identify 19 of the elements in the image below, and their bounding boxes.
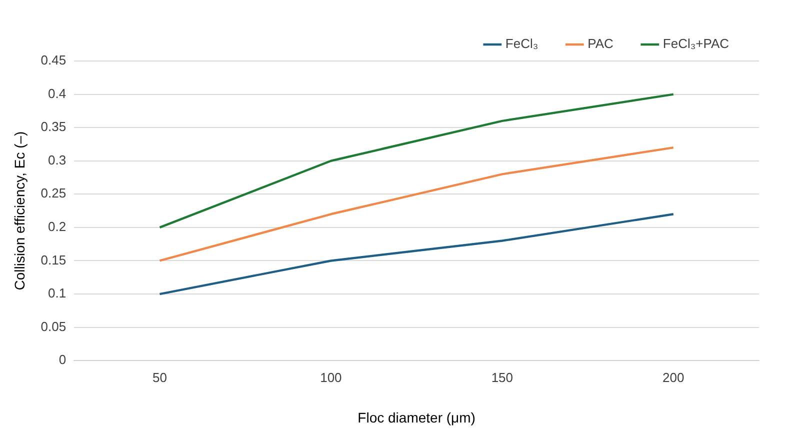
y-tick-label: 0.4: [48, 86, 66, 101]
x-axis-title: Floc diameter (μm): [358, 409, 476, 426]
x-tick-label: 100: [320, 370, 342, 385]
y-tick-label: 0.25: [40, 186, 66, 201]
y-tick-label: 0.05: [40, 318, 66, 334]
y-tick-label: 0.3: [48, 152, 66, 168]
y-tick-label: 0.35: [40, 119, 66, 134]
legend-label: FeCl₃: [505, 36, 538, 52]
y-tick-label: 0.45: [40, 52, 66, 68]
y-axis-title: Collision efficiency, Ec (–): [11, 131, 28, 290]
legend-label: PAC: [588, 36, 614, 52]
x-tick-label: 200: [662, 370, 684, 385]
y-tick-label: 0.2: [48, 219, 66, 234]
x-tick-label: 50: [152, 370, 167, 385]
y-tick-label: 0: [58, 352, 66, 368]
y-tick-label: 0.15: [40, 252, 66, 268]
x-tick-label: 150: [491, 370, 514, 385]
y-tick-label: 0.1: [48, 286, 66, 301]
legend-label: FeCl₃+PAC: [662, 36, 730, 52]
